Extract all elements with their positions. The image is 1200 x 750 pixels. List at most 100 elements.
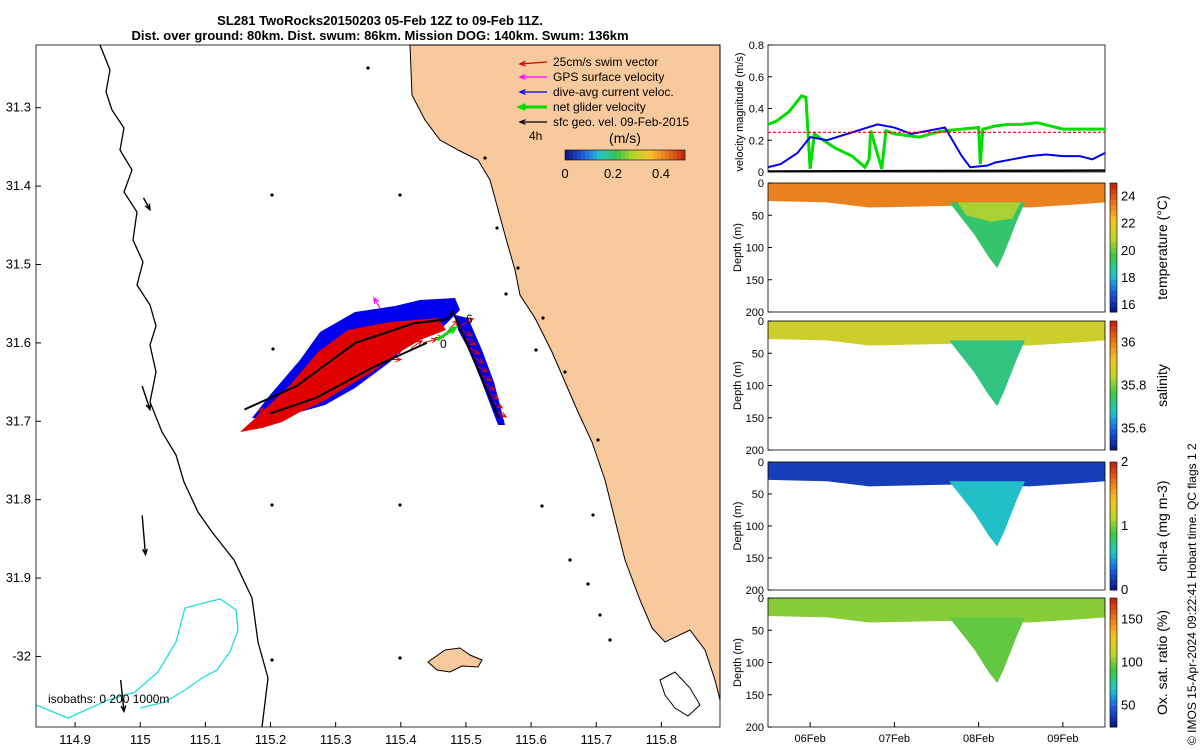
date-tick-label: 09Feb bbox=[1047, 733, 1078, 745]
map-chart: 6 0 114.9 115 115.1 115.2 115.3 115.4 115.5 115.6… bbox=[6, 44, 721, 747]
oxygen-colorbar-cell bbox=[1110, 630, 1117, 637]
temperature-colorbar-tick: 18 bbox=[1121, 270, 1135, 285]
colorbar-cell bbox=[593, 150, 598, 160]
colorbar-cell bbox=[641, 150, 646, 160]
temperature-colorbar-tick: 20 bbox=[1121, 243, 1135, 258]
velocity-y-tick-label: 0.8 bbox=[749, 40, 764, 52]
velocity-y-tick-label: 0 bbox=[758, 167, 764, 179]
temperature-colorbar-cell bbox=[1110, 269, 1117, 275]
reef-speck-21 bbox=[591, 513, 595, 517]
velocity-y-tick-label: 0.2 bbox=[749, 135, 764, 147]
temperature-colorbar-cell bbox=[1110, 231, 1117, 238]
colorbar-cell bbox=[657, 150, 662, 160]
colorbar-tick-label: 0.4 bbox=[652, 166, 670, 181]
temperature-colorbar-label: temperature (°C) bbox=[1154, 195, 1170, 299]
colorbar-label: (m/s) bbox=[609, 130, 641, 146]
map-y-tick-label: 31.3 bbox=[6, 100, 31, 115]
colorbar-cell bbox=[669, 150, 674, 160]
temperature-colorbar-cell bbox=[1110, 295, 1117, 302]
colorbar-cell bbox=[653, 150, 658, 160]
temperature-colorbar-cell bbox=[1110, 290, 1117, 297]
temperature-mid-layer bbox=[957, 202, 1021, 222]
copyright-note: © IMOS 15-Apr-2024 09:22:41 Hobart time.… bbox=[1185, 443, 1199, 745]
reef-speck-6 bbox=[398, 656, 402, 660]
legend-arrow-0 bbox=[518, 60, 548, 67]
chl-a-colorbar-cell bbox=[1110, 552, 1117, 559]
colorbar-cell bbox=[629, 150, 634, 160]
oxygen-colorbar-tick: 50 bbox=[1121, 698, 1135, 713]
sfc-geo-arrow-0 bbox=[142, 197, 151, 212]
temperature-colorbar-cell bbox=[1110, 252, 1117, 259]
salinity-surface-layer bbox=[768, 321, 1105, 346]
temperature-colorbar-cell bbox=[1110, 236, 1117, 243]
colorbar-cell bbox=[673, 150, 678, 160]
temperature-y-tick-label: 0 bbox=[758, 178, 764, 190]
chl-a-colorbar-frame bbox=[1109, 461, 1118, 591]
chl-a-colorbar-cell bbox=[1110, 520, 1117, 527]
chl-a-colorbar-cell bbox=[1110, 494, 1117, 500]
chl-a-colorbar-cell bbox=[1110, 504, 1117, 511]
colorbar-cell bbox=[661, 150, 666, 160]
oxygen-colorbar-cell bbox=[1110, 641, 1117, 647]
temperature-surface-layer bbox=[768, 183, 1105, 208]
chl-a-y-tick-label: 200 bbox=[746, 585, 764, 597]
temperature-colorbar-cell bbox=[1110, 242, 1117, 248]
salinity-colorbar-cell bbox=[1110, 407, 1117, 413]
oxygen-y-tick-label: 50 bbox=[752, 625, 764, 637]
legend-label-1: GPS surface velocity bbox=[553, 70, 664, 84]
map-x-tick-label: 115 bbox=[130, 732, 151, 747]
isobath-200m bbox=[99, 44, 269, 728]
map-y-tick-label: 31.5 bbox=[6, 256, 31, 271]
salinity-colorbar-tick: 35.6 bbox=[1121, 421, 1146, 436]
reef-speck-17 bbox=[596, 438, 600, 442]
track-label-start: 6 bbox=[466, 312, 473, 326]
oxygen-colorbar-cell bbox=[1110, 694, 1117, 701]
isobath-label: isobaths: 0 200 1000m bbox=[48, 692, 169, 706]
swim-arrow-13 bbox=[410, 339, 424, 349]
temperature-colorbar-cell bbox=[1110, 204, 1117, 211]
temperature-colorbar-cell bbox=[1110, 226, 1117, 232]
oxygen-colorbar-cell bbox=[1110, 710, 1117, 717]
colorbar-cell bbox=[609, 150, 614, 160]
salinity-colorbar-cell bbox=[1110, 326, 1117, 333]
colorbar-cell bbox=[589, 150, 594, 160]
temperature-colorbar-cell bbox=[1110, 209, 1117, 216]
salinity-colorbar-cell bbox=[1110, 428, 1117, 435]
colorbar-cell bbox=[605, 150, 610, 160]
chart-title-line2: Dist. over ground: 80km. Dist. swum: 86k… bbox=[131, 28, 629, 43]
salinity-colorbar-cell bbox=[1110, 380, 1117, 386]
map-x-tick-label: 115.1 bbox=[190, 732, 222, 747]
temperature-colorbar-cell bbox=[1110, 220, 1117, 227]
oxygen-colorbar-cell bbox=[1110, 700, 1117, 706]
map-x-tick-label: 115.8 bbox=[646, 732, 678, 747]
oxygen-colorbar-frame bbox=[1109, 597, 1118, 728]
chl-a-colorbar-cell bbox=[1110, 510, 1117, 516]
island-land bbox=[427, 647, 483, 673]
reef-speck-19 bbox=[504, 292, 508, 296]
reef-speck-14 bbox=[586, 582, 590, 586]
chl-a-colorbar-cell bbox=[1110, 563, 1117, 570]
swim-arrow-9 bbox=[362, 361, 372, 371]
map-x-tick-label: 115.5 bbox=[450, 732, 482, 747]
reef-speck-16 bbox=[608, 638, 612, 642]
chl-a-colorbar-cell bbox=[1110, 483, 1117, 490]
oxygen-colorbar-cell bbox=[1110, 705, 1117, 712]
swim-arrow-leg2-0 bbox=[461, 329, 474, 337]
oxygen-y-tick-label: 0 bbox=[758, 593, 764, 605]
colorbar-cell bbox=[569, 150, 574, 160]
chl-a-colorbar-cell bbox=[1110, 467, 1117, 474]
temperature-colorbar-cell bbox=[1110, 193, 1117, 200]
oxygen-surface-layer bbox=[768, 598, 1105, 623]
legend-label-4: sfc geo. vel. 09-Feb-2015 bbox=[553, 115, 689, 129]
reef-speck-12 bbox=[540, 504, 544, 508]
colorbar-cell bbox=[585, 150, 590, 160]
oxygen-colorbar-tick: 150 bbox=[1121, 612, 1143, 627]
velocity-series-0 bbox=[767, 94, 1105, 170]
isobath-1000m bbox=[35, 598, 239, 719]
reef-speck-7 bbox=[270, 658, 274, 662]
swim-arrow-0 bbox=[254, 406, 264, 421]
map-y-tick-label: 31.9 bbox=[6, 570, 31, 585]
colorbar-cell bbox=[645, 150, 650, 160]
chl-a-colorbar-cell bbox=[1110, 542, 1117, 548]
map-x-tick-label: 114.9 bbox=[59, 732, 91, 747]
